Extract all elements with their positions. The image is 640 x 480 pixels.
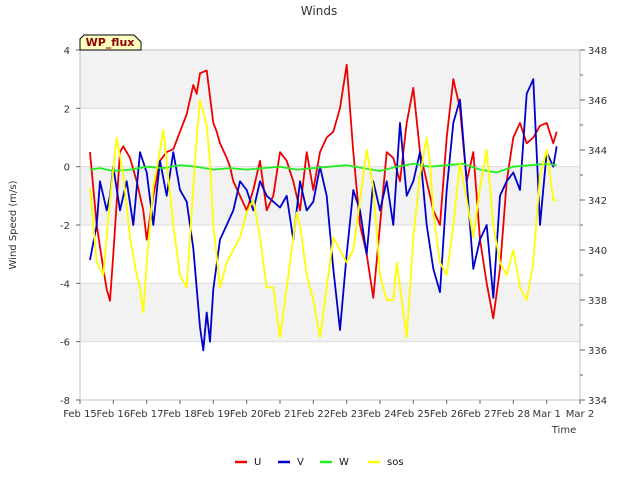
legend-label-sos: sos: [387, 457, 404, 468]
x-tick-label: Feb 26: [430, 409, 464, 420]
legend-label-w: W: [339, 457, 349, 468]
left-tick-label: 0: [64, 163, 70, 174]
series-line-sos: [89, 99, 557, 339]
series-layer: [89, 63, 558, 352]
site-badge: WP_flux: [79, 34, 142, 51]
x-tick-label: Feb 18: [163, 409, 197, 420]
grey-band: [80, 50, 580, 109]
x-tick-label: Feb 25: [397, 409, 431, 420]
left-tick-label: -8: [60, 396, 70, 407]
right-axis: 334 336 338 340 342 344 346 348: [580, 46, 607, 407]
right-tick-label: 348: [588, 46, 607, 57]
right-tick-label: 344: [588, 146, 607, 157]
legend-label-v: V: [297, 457, 304, 468]
x-tick-label: Feb 23: [330, 409, 364, 420]
right-tick-label: 340: [588, 246, 607, 257]
right-tick-label: 346: [588, 96, 607, 107]
legend-label-u: U: [254, 457, 261, 468]
site-badge-label: WP_flux: [86, 36, 135, 49]
right-tick-label: 338: [588, 296, 607, 307]
y-axis-label: Wind Speed (m/s): [8, 180, 19, 269]
grey-band: [80, 283, 580, 342]
left-tick-label: 2: [64, 104, 70, 115]
x-tick-label: Feb 21: [263, 409, 297, 420]
chart-title: Winds: [301, 4, 337, 18]
right-tick-label: 342: [588, 196, 607, 207]
x-axis-label: Time: [551, 425, 576, 436]
x-tick-label: Mar 2: [566, 409, 594, 420]
x-tick-label: Feb 20: [230, 409, 264, 420]
x-tick-label: Feb 24: [363, 409, 397, 420]
x-tick-label: Feb 22: [297, 409, 331, 420]
left-axis: -8 -6 -4 -2 0 2 4: [60, 46, 80, 407]
right-tick-label: 336: [588, 346, 607, 357]
series-line-u: [89, 63, 558, 320]
x-tick-label: Feb 27: [463, 409, 497, 420]
x-tick-label: Feb 28: [497, 409, 531, 420]
right-tick-label: 334: [588, 396, 607, 407]
left-tick-label: -6: [60, 338, 70, 349]
x-tick-label: Feb 19: [197, 409, 231, 420]
left-tick-label: -2: [60, 221, 70, 232]
left-tick-label: 4: [64, 46, 70, 57]
left-tick-label: -4: [60, 279, 70, 290]
x-tick-label: Feb 16: [97, 409, 131, 420]
x-axis: Feb 15 Feb 16 Feb 17 Feb 18 Feb 19 Feb 20 Feb …: [63, 400, 594, 420]
x-tick-label: Feb 17: [130, 409, 164, 420]
series-line-v: [89, 78, 558, 352]
x-tick-label: Mar 1: [532, 409, 560, 420]
x-tick-label: Feb 15: [63, 409, 97, 420]
